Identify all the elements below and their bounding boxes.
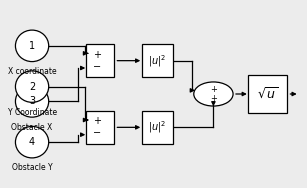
Text: $\sqrt{u}$: $\sqrt{u}$ (257, 86, 278, 102)
Text: −: − (93, 128, 101, 138)
Text: Obstacle Y: Obstacle Y (12, 163, 52, 172)
Circle shape (194, 82, 233, 106)
Bar (142, 111, 173, 144)
Text: Obstacle X: Obstacle X (11, 123, 53, 132)
Text: Y Coordinate: Y Coordinate (7, 108, 56, 117)
Text: X coordinate: X coordinate (8, 67, 56, 76)
Text: +: + (93, 50, 101, 60)
Bar (142, 44, 173, 77)
Text: $|u|^2$: $|u|^2$ (148, 53, 167, 69)
Text: 3: 3 (29, 96, 35, 106)
Text: +: + (210, 94, 217, 103)
Text: +: + (210, 85, 217, 94)
Ellipse shape (15, 126, 49, 158)
Text: $|u|^2$: $|u|^2$ (148, 119, 167, 135)
Text: 4: 4 (29, 137, 35, 147)
Bar (86, 111, 115, 144)
Ellipse shape (15, 86, 49, 117)
Bar (86, 44, 115, 77)
Text: +: + (93, 116, 101, 126)
Text: 1: 1 (29, 41, 35, 51)
Bar (248, 75, 287, 113)
Ellipse shape (15, 71, 49, 102)
Text: −: − (93, 62, 101, 72)
Text: 2: 2 (29, 82, 35, 92)
Ellipse shape (15, 30, 49, 62)
